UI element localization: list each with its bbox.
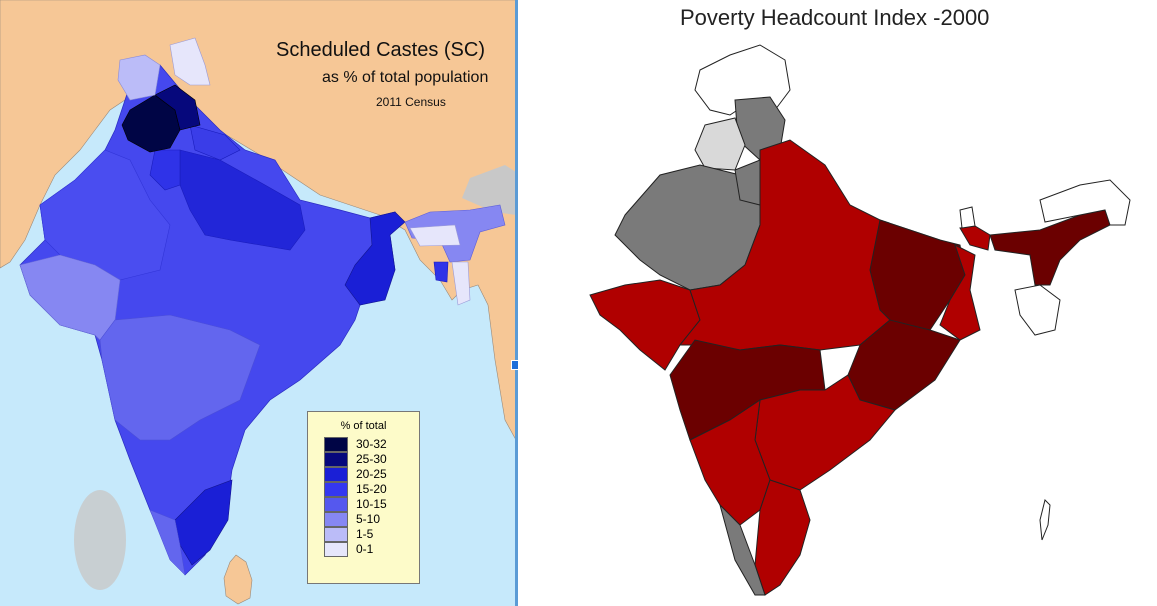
region-himachal [154, 84, 201, 131]
region-tripura [433, 261, 449, 283]
legend-swatch [324, 512, 348, 527]
poverty-map-title: Poverty Headcount Index -2000 [680, 5, 990, 30]
legend-swatch [324, 437, 348, 452]
legend-swatch [324, 527, 348, 542]
legend-label: 15-20 [356, 482, 387, 496]
legend-swatch [324, 497, 348, 512]
pov-region-sikkim-north [959, 206, 976, 229]
pov-region-assam [989, 209, 1111, 286]
pov-region-sikkim [959, 225, 991, 251]
region-kashmir [117, 54, 161, 101]
pov-region-arunachal [1039, 179, 1131, 226]
region-kerala [149, 509, 186, 576]
disputed-zone [74, 490, 126, 590]
legend-title: % of total [340, 420, 387, 432]
panel-divider[interactable] [515, 0, 518, 606]
sc-map-census-note: 2011 Census [376, 95, 446, 109]
legend-item: 15-20 [324, 482, 387, 497]
legend-swatch [324, 482, 348, 497]
legend-label: 5-10 [356, 512, 381, 526]
poverty-map-panel: Poverty Headcount Index -2000 [518, 0, 1157, 606]
legend-swatch [324, 467, 348, 482]
pov-region-punjab [694, 117, 746, 171]
region-tamil-nadu [174, 479, 233, 566]
legend-label: 1-5 [356, 527, 374, 541]
legend-label: 10-15 [356, 497, 387, 511]
china-claim-area [462, 165, 516, 215]
legend-label: 0-1 [356, 542, 374, 556]
legend-item: 20-25 [324, 467, 387, 482]
region-rajasthan [39, 149, 171, 281]
region-uttar-pradesh [179, 149, 306, 251]
legend-label: 20-25 [356, 467, 387, 481]
legend-item: 1-5 [324, 527, 373, 542]
legend-item: 0-1 [324, 542, 373, 557]
legend-item: 10-15 [324, 497, 387, 512]
legend-label: 30-32 [356, 437, 387, 451]
region-mizoram [451, 261, 471, 306]
sc-legend: % of total 30-32 25-30 20-25 15-20 10-15… [307, 411, 420, 584]
pov-region-bihar [869, 219, 966, 331]
neighbor-land [0, 0, 516, 441]
pov-region-meghalaya [1014, 284, 1061, 336]
region-ladakh [169, 37, 211, 86]
sc-map-graphic [0, 0, 516, 606]
region-meghalaya [409, 224, 461, 247]
region-west-bengal [344, 211, 406, 306]
sri-lanka [223, 554, 253, 605]
sc-map-title: Scheduled Castes (SC) [276, 39, 485, 61]
region-deccan [99, 314, 261, 441]
legend-swatch [324, 452, 348, 467]
sc-map-panel: Scheduled Castes (SC) as % of total popu… [0, 0, 516, 606]
region-uttarakhand [189, 124, 241, 161]
region-haryana [149, 149, 181, 191]
pov-region-andaman [1039, 499, 1051, 541]
pov-region-kerala [719, 503, 766, 596]
sc-map-subtitle: as % of total population [322, 69, 489, 86]
legend-item: 30-32 [324, 437, 387, 452]
legend-swatch [324, 542, 348, 557]
legend-item: 5-10 [324, 512, 380, 527]
poverty-map-graphic [589, 44, 1131, 596]
legend-item: 25-30 [324, 452, 387, 467]
legend-label: 25-30 [356, 452, 387, 466]
